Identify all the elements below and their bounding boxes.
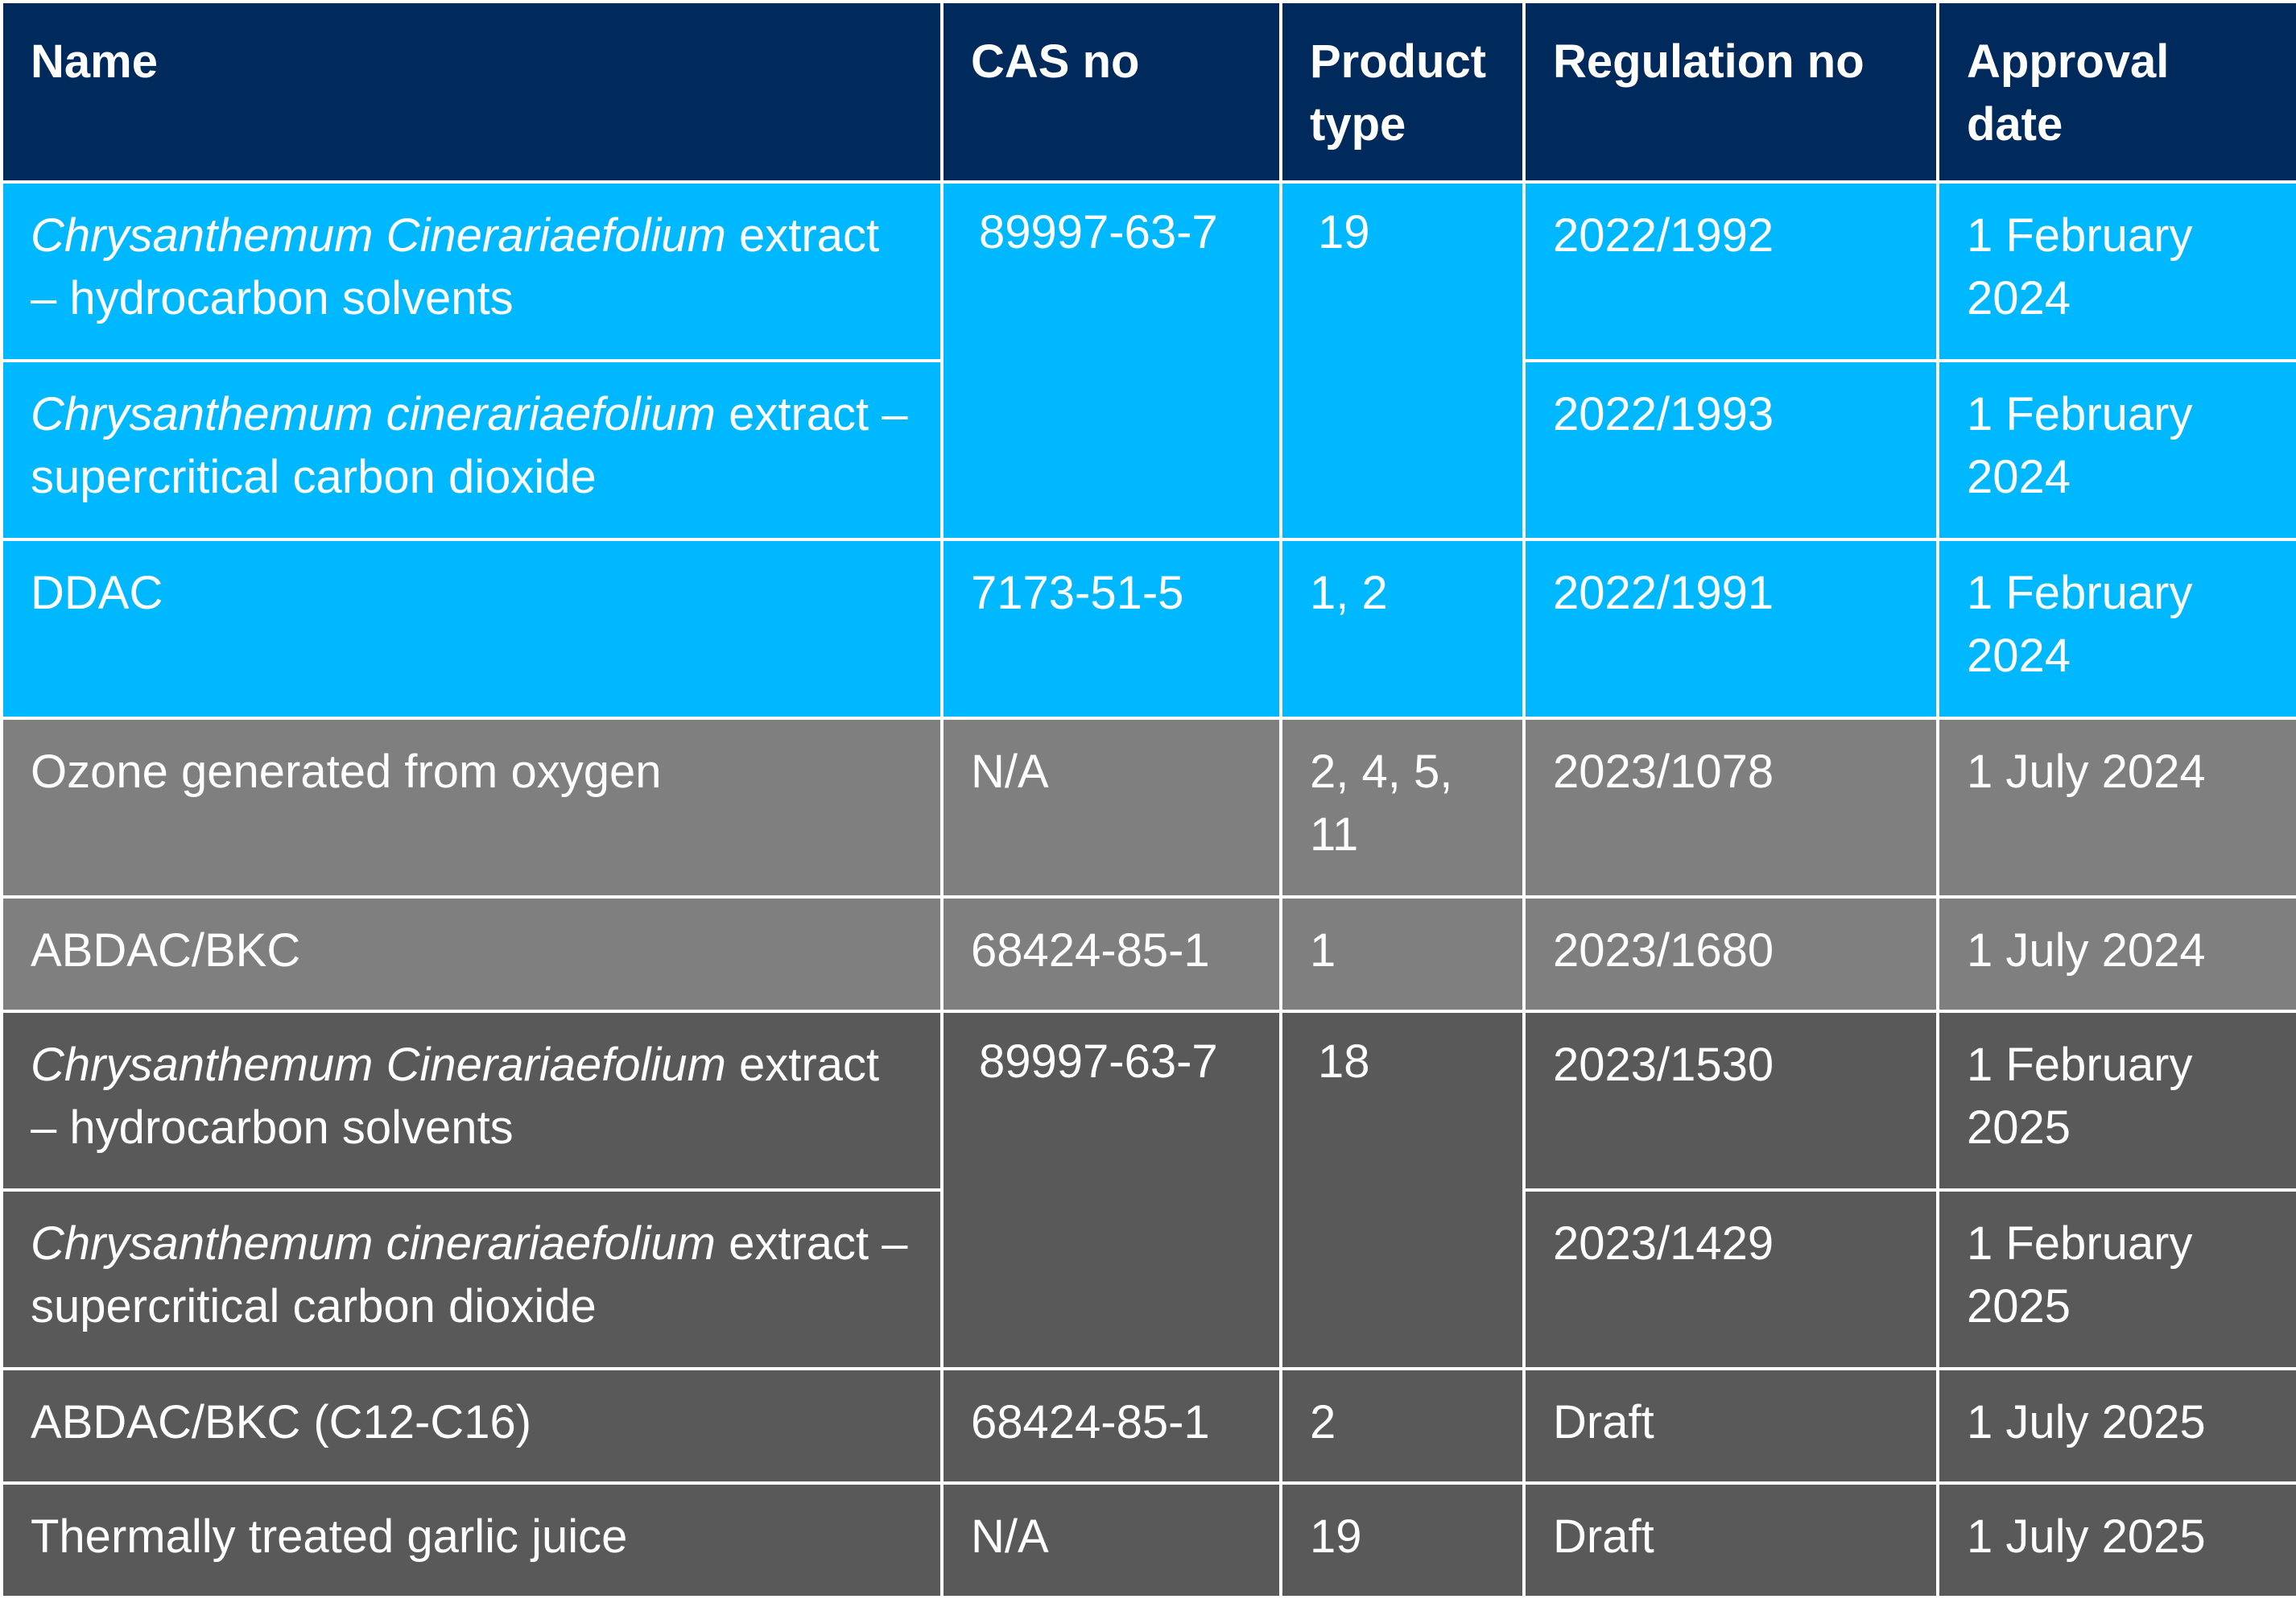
cell-product-type: 2, 4, 5, 11	[1279, 717, 1526, 899]
cell-product-type: 1	[1279, 895, 1526, 1013]
cell-name: DDAC	[0, 538, 944, 720]
cell-regulation-no: 2023/1680	[1522, 895, 1939, 1013]
table-row: DDAC 7173-51-5 1, 2 2022/1991 1 February…	[0, 538, 2296, 720]
cell-product-type: 1, 2	[1279, 538, 1526, 720]
header-date-label-line2: date	[1967, 98, 2063, 151]
header-reg-label: Regulation no	[1553, 35, 1864, 88]
table-row: ABDAC/BKC (C12-C16) 68424-85-1 2 Draft 1…	[0, 1367, 2296, 1485]
cell-regulation-no: 2023/1530	[1522, 1010, 1939, 1192]
cell-regulation-no: 2023/1429	[1522, 1188, 1939, 1370]
cell-product-type: 19	[1279, 1481, 1526, 1599]
table-row: ABDAC/BKC 68424-85-1 1 2023/1680 1 July …	[0, 895, 2296, 1013]
cell-product-type: 19	[1279, 180, 1526, 541]
cell-cas-no: 7173-51-5	[940, 538, 1282, 720]
cell-product-type: 2	[1279, 1367, 1526, 1485]
cell-cas-no: 68424-85-1	[940, 1367, 1282, 1485]
name-rest-part: extract – supercritical carbon dioxide	[31, 388, 908, 503]
cell-approval-date: 1 February 2025	[1936, 1188, 2296, 1370]
name-italic-part: Chrysanthemum cinerariaefolium	[31, 1217, 716, 1270]
cell-name: Ozone generated from oxygen	[0, 717, 944, 899]
header-approval-date: Approval date	[1936, 0, 2296, 184]
header-product-type: Product type	[1279, 0, 1526, 184]
header-type-label-line1: Product	[1310, 35, 1487, 88]
cell-name: Chrysanthemum Cinerariaefolium extract –…	[0, 1010, 944, 1192]
cell-name: Chrysanthemum cinerariaefolium extract –…	[0, 1188, 944, 1370]
cell-approval-date: 1 February 2025	[1936, 1010, 2296, 1192]
cell-name: Thermally treated garlic juice	[0, 1481, 944, 1599]
table-row: Thermally treated garlic juice N/A 19 Dr…	[0, 1481, 2296, 1599]
cell-approval-date: 1 July 2024	[1936, 717, 2296, 899]
header-date-label-line1: Approval	[1967, 35, 2170, 88]
table-row: Chrysanthemum Cinerariaefolium extract –…	[0, 180, 2296, 541]
cell-cas-no: 89997-63-7	[940, 180, 1282, 541]
table-row: Chrysanthemum cinerariaefolium extract –…	[0, 1188, 2296, 1370]
cell-cas-no: 89997-63-7	[940, 1010, 1282, 1370]
cell-regulation-no: 2022/1992	[1522, 180, 1939, 362]
table-row: Chrysanthemum cinerariaefolium extract –…	[0, 359, 2296, 541]
cell-name: Chrysanthemum cinerariaefolium extract –…	[0, 359, 944, 541]
cell-approval-date: 1 July 2025	[1936, 1481, 2296, 1599]
header-regulation-no: Regulation no	[1522, 0, 1939, 184]
cell-approval-date: 1 February 2024	[1936, 180, 2296, 362]
cell-approval-date: 1 July 2024	[1936, 895, 2296, 1013]
header-name: Name	[0, 0, 944, 184]
header-cas-no: CAS no	[940, 0, 1282, 184]
name-rest-part: extract – hydrocarbon solvents	[31, 1039, 880, 1154]
cell-approval-date: 1 February 2024	[1936, 359, 2296, 541]
name-italic-part: Chrysanthemum Cinerariaefolium	[31, 1039, 726, 1091]
cell-regulation-no: 2022/1993	[1522, 359, 1939, 541]
name-rest-part: extract – supercritical carbon dioxide	[31, 1217, 908, 1332]
header-cas-label: CAS no	[971, 35, 1140, 88]
cell-name: ABDAC/BKC (C12-C16)	[0, 1367, 944, 1485]
cell-name: Chrysanthemum Cinerariaefolium extract –…	[0, 180, 944, 362]
cell-cas-no: N/A	[940, 1481, 1282, 1599]
table-row: Chrysanthemum Cinerariaefolium extract –…	[0, 1010, 2296, 1370]
cell-regulation-no: Draft	[1522, 1367, 1939, 1485]
cell-approval-date: 1 February 2024	[1936, 538, 2296, 720]
cell-name: ABDAC/BKC	[0, 895, 944, 1013]
table-header-row: Name CAS no Product type Regulation no Ap…	[0, 0, 2296, 184]
name-italic-part: Chrysanthemum cinerariaefolium	[31, 388, 716, 440]
name-italic-part: Chrysanthemum Cinerariaefolium	[31, 209, 726, 262]
cell-regulation-no: 2023/1078	[1522, 717, 1939, 899]
name-rest-part: extract – hydrocarbon solvents	[31, 209, 880, 324]
header-type-label-line2: type	[1310, 98, 1406, 151]
header-name-label: Name	[31, 35, 158, 88]
cell-product-type: 18	[1279, 1010, 1526, 1370]
cell-regulation-no: 2022/1991	[1522, 538, 1939, 720]
table-row: Ozone generated from oxygen N/A 2, 4, 5,…	[0, 717, 2296, 899]
cell-cas-no: N/A	[940, 717, 1282, 899]
cell-cas-no: 68424-85-1	[940, 895, 1282, 1013]
cell-regulation-no: Draft	[1522, 1481, 1939, 1599]
cell-approval-date: 1 July 2025	[1936, 1367, 2296, 1485]
